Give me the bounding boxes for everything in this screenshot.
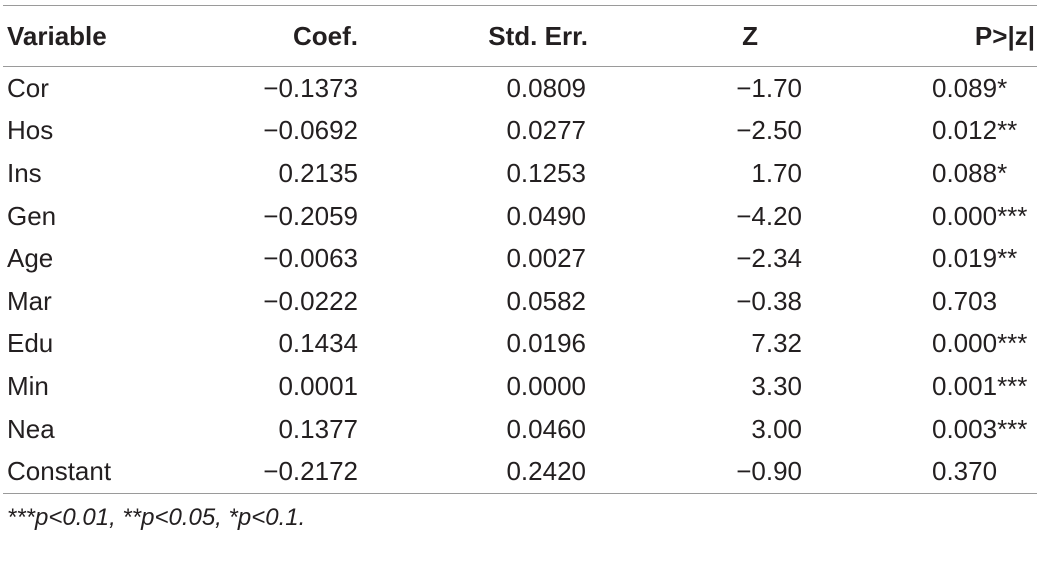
cell-variable: Cor bbox=[7, 72, 49, 103]
cell-z: −4.20 bbox=[736, 200, 802, 231]
cell-std-err: 0.0277 bbox=[506, 115, 586, 146]
cell-z: −0.38 bbox=[736, 285, 802, 316]
cell-z: 7.32 bbox=[751, 328, 802, 359]
cell-variable: Hos bbox=[7, 115, 54, 146]
cell-coef: −0.2059 bbox=[263, 200, 358, 231]
table-row: Mar −0.0222 0.0582 −0.38 0.703 bbox=[3, 280, 1037, 323]
cell-z: 1.70 bbox=[751, 157, 802, 188]
cell-p-value: 0.089* bbox=[932, 72, 1008, 103]
cell-z: −2.50 bbox=[736, 115, 802, 146]
cell-coef: 0.1377 bbox=[278, 413, 358, 444]
header-rule bbox=[3, 66, 1037, 67]
cell-std-err: 0.0000 bbox=[506, 370, 586, 401]
table-header: Variable Coef. Std. Err. Z P>|z| bbox=[3, 6, 1037, 66]
table-row: Edu 0.1434 0.0196 7.32 0.000*** bbox=[3, 323, 1037, 366]
cell-coef: 0.2135 bbox=[278, 157, 358, 188]
cell-z: −2.34 bbox=[736, 243, 802, 274]
cell-variable: Mar bbox=[7, 285, 52, 316]
header-coef: Coef. bbox=[293, 20, 358, 51]
header-variable: Variable bbox=[7, 20, 107, 51]
table-row: Ins 0.2135 0.1253 1.70 0.088* bbox=[3, 152, 1037, 195]
cell-p-value: 0.000*** bbox=[932, 328, 1028, 359]
cell-p-value: 0.019** bbox=[932, 243, 1018, 274]
cell-std-err: 0.0196 bbox=[506, 328, 586, 359]
bottom-rule bbox=[3, 492, 1037, 494]
results-table: Variable Coef. Std. Err. Z P>|z| Cor −0.1… bbox=[3, 6, 1037, 493]
cell-std-err: 0.0582 bbox=[506, 285, 586, 316]
table-row: Gen −0.2059 0.0490 −4.20 0.000*** bbox=[3, 195, 1037, 238]
cell-coef: −0.0063 bbox=[263, 243, 358, 274]
cell-variable: Constant bbox=[7, 456, 112, 487]
header-std-err: Std. Err. bbox=[488, 20, 588, 51]
cell-coef: −0.0692 bbox=[263, 115, 358, 146]
cell-variable: Gen bbox=[7, 200, 57, 231]
cell-p-value: 0.703 bbox=[932, 285, 998, 316]
cell-p-value: 0.012** bbox=[932, 115, 1018, 146]
table-body: Cor −0.1373 0.0809 −1.70 0.089* Hos −0.0692 0.0… bbox=[3, 66, 1037, 493]
cell-std-err: 0.2420 bbox=[506, 456, 586, 487]
top-rule bbox=[3, 5, 1037, 6]
cell-std-err: 0.0809 bbox=[506, 72, 586, 103]
header-z: Z bbox=[742, 20, 758, 51]
cell-std-err: 0.0490 bbox=[506, 200, 586, 231]
cell-z: 3.30 bbox=[751, 370, 802, 401]
cell-p-value: 0.370 bbox=[932, 456, 998, 487]
header-p-value: P>|z| bbox=[974, 20, 1035, 51]
table-row: Cor −0.1373 0.0809 −1.70 0.089* bbox=[3, 67, 1037, 110]
cell-z: −0.90 bbox=[736, 456, 802, 487]
cell-coef: 0.0001 bbox=[278, 370, 358, 401]
cell-variable: Min bbox=[7, 370, 49, 401]
table-row: Min 0.0001 0.0000 3.30 0.001*** bbox=[3, 365, 1037, 408]
cell-coef: −0.0222 bbox=[263, 285, 358, 316]
cell-coef: −0.2172 bbox=[263, 456, 358, 487]
table-row: Constant −0.2172 0.2420 −0.90 0.370 bbox=[3, 450, 1037, 493]
regression-table: Variable Coef. Std. Err. Z P>|z| Cor −0.1… bbox=[3, 5, 1037, 532]
table-row: Nea 0.1377 0.0460 3.00 0.003*** bbox=[3, 408, 1037, 451]
cell-std-err: 0.0460 bbox=[506, 413, 586, 444]
significance-footnote: ***p<0.01, **p<0.05, *p<0.1. bbox=[7, 503, 306, 531]
cell-std-err: 0.0027 bbox=[506, 243, 586, 274]
cell-p-value: 0.003*** bbox=[932, 413, 1028, 444]
cell-z: −1.70 bbox=[736, 72, 802, 103]
table-row: Age −0.0063 0.0027 −2.34 0.019** bbox=[3, 237, 1037, 280]
cell-variable: Ins bbox=[7, 157, 42, 188]
table-row: Hos −0.0692 0.0277 −2.50 0.012** bbox=[3, 110, 1037, 153]
cell-coef: −0.1373 bbox=[263, 72, 358, 103]
cell-p-value: 0.000*** bbox=[932, 200, 1028, 231]
cell-coef: 0.1434 bbox=[278, 328, 358, 359]
cell-p-value: 0.001*** bbox=[932, 370, 1028, 401]
cell-variable: Age bbox=[7, 243, 54, 274]
cell-z: 3.00 bbox=[751, 413, 802, 444]
cell-std-err: 0.1253 bbox=[506, 157, 586, 188]
cell-variable: Nea bbox=[7, 413, 55, 444]
cell-variable: Edu bbox=[7, 328, 54, 359]
cell-p-value: 0.088* bbox=[932, 157, 1008, 188]
